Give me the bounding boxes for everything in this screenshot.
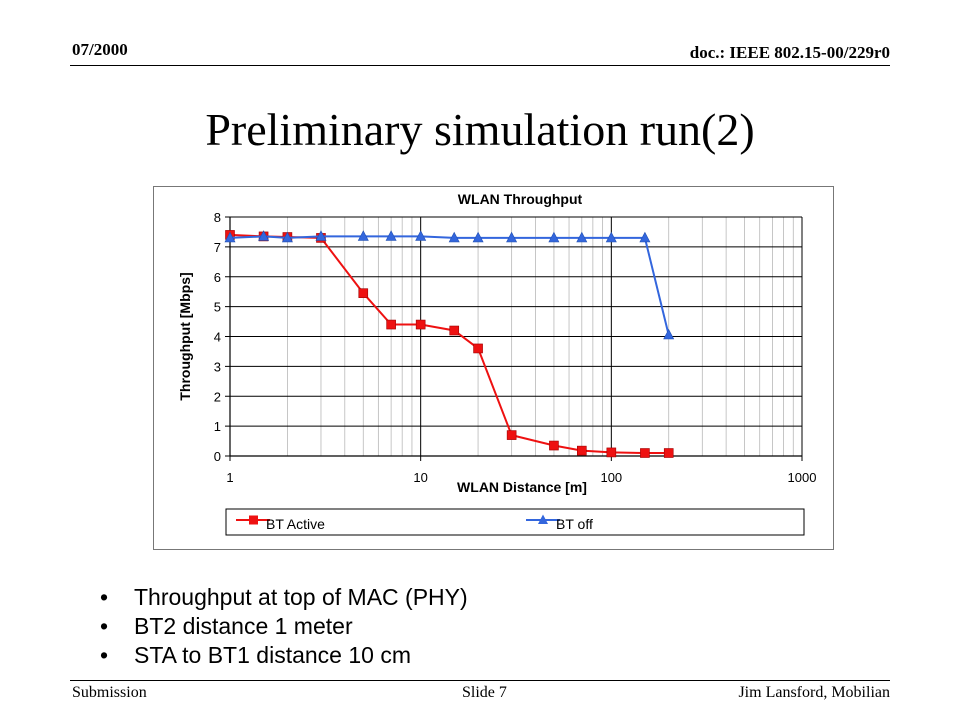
y-tick-label: 5 <box>214 300 221 315</box>
chart-container: 0 1 2 3 4 5 6 7 8 1 10 100 1000 WLAN Throughput WLAN D… <box>153 186 834 550</box>
legend-label: BT off <box>556 516 593 532</box>
data-point <box>224 231 236 243</box>
slide-title: Preliminary simulation run(2) <box>205 104 755 155</box>
data-point <box>606 447 617 458</box>
y-tick-label: 1 <box>214 419 221 434</box>
y-axis-label: Throughput [Mbps] <box>177 272 193 400</box>
data-point <box>415 230 427 241</box>
data-point <box>549 440 559 451</box>
y-tick-label: 6 <box>214 270 221 285</box>
data-point <box>576 231 588 243</box>
data-point <box>449 325 460 336</box>
data-point <box>506 430 517 440</box>
x-tick-label: 1000 <box>788 470 817 485</box>
data-point <box>663 448 674 458</box>
y-tick-label: 2 <box>214 389 221 404</box>
data-point <box>663 328 675 340</box>
x-tick-label: 100 <box>600 470 622 485</box>
legend-box <box>225 508 805 536</box>
chart-title: WLAN Throughput <box>458 191 583 207</box>
data-point <box>358 288 369 298</box>
y-tick-label: 7 <box>214 240 221 255</box>
data-point <box>415 319 426 330</box>
footer-author: Jim Lansford, Mobilian <box>738 684 890 701</box>
data-point <box>506 231 518 243</box>
data-point <box>605 231 617 243</box>
header-rule <box>70 65 890 66</box>
data-point <box>473 343 483 354</box>
bullet-item: Throughput at top of MAC (PHY) <box>100 583 468 612</box>
data-point <box>385 230 397 241</box>
data-point <box>357 230 369 241</box>
footer-submission: Submission <box>72 684 147 701</box>
legend-marker <box>538 514 548 524</box>
data-point <box>472 231 484 243</box>
data-point <box>640 448 650 458</box>
bullet-list: Throughput at top of MAC (PHY) BT2 dista… <box>100 583 468 670</box>
header-doc-id: doc.: IEEE 802.15-00/229r0 <box>689 43 890 62</box>
y-tick-label: 4 <box>214 330 221 345</box>
data-point <box>639 231 651 243</box>
data-point <box>386 319 396 330</box>
footer-rule <box>70 680 890 681</box>
legend-label: BT Active <box>266 516 325 532</box>
x-axis-label: WLAN Distance [m] <box>457 479 587 495</box>
y-tick-label: 0 <box>214 449 221 464</box>
data-point <box>258 230 270 241</box>
data-point <box>448 231 460 243</box>
data-point <box>281 231 293 243</box>
x-tick-label: 1 <box>226 470 233 485</box>
legend-marker <box>249 515 258 525</box>
x-tick-label: 10 <box>413 470 427 485</box>
header-date: 07/2000 <box>72 40 128 59</box>
data-point <box>548 231 560 243</box>
bullet-item: STA to BT1 distance 10 cm <box>100 641 468 670</box>
footer-slide-number: Slide 7 <box>462 684 507 701</box>
data-point <box>315 230 327 241</box>
bullet-item: BT2 distance 1 meter <box>100 612 468 641</box>
y-tick-label: 3 <box>214 359 221 374</box>
y-tick-label: 8 <box>214 210 221 225</box>
data-point <box>576 445 587 456</box>
